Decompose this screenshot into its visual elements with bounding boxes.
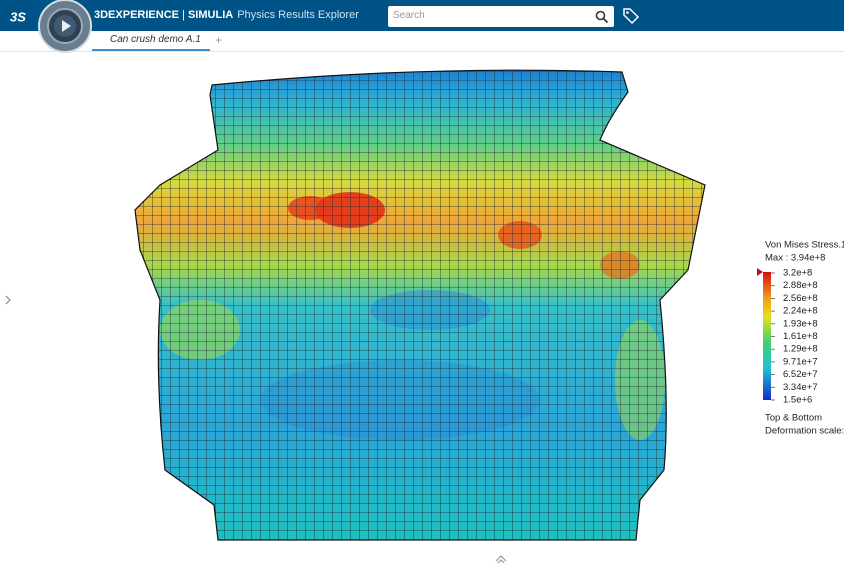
product-name: SIMULIA [187, 9, 234, 21]
tab-label: Can crush demo A.1 [110, 34, 201, 45]
brand-name: 3DEXPERIENCE [94, 9, 179, 21]
max-marker [757, 268, 763, 276]
side-panel-toggle[interactable] [5, 295, 11, 305]
separator: | [182, 9, 185, 21]
legend-label: 1.61e+8 [783, 331, 818, 342]
legend-label: 3.34e+7 [783, 382, 818, 393]
legend-label: 3.2e+8 [783, 268, 812, 279]
compass[interactable] [37, 0, 97, 56]
legend-label: 2.56e+8 [783, 293, 818, 304]
bottom-panel-toggle[interactable] [495, 555, 507, 563]
legend-labels: 3.2e+82.88e+8 2.56e+8 2.24e+81.93e+8 1.61e+… [771, 268, 818, 406]
app-name: Physics Results Explorer [237, 9, 359, 21]
can-outline [134, 69, 706, 541]
top-bar: 3S 3DEXPERIENCE | SIMULIA Physics Results… [0, 0, 844, 31]
search-icon[interactable] [595, 10, 609, 24]
legend-label: 6.52e+7 [783, 369, 818, 380]
can-model [135, 70, 705, 541]
brand: 3DEXPERIENCE | SIMULIA Physics Results Ex… [94, 9, 359, 21]
tab-bar: Can crush demo A.1 + [0, 31, 844, 52]
legend-label: 9.71e+7 [783, 356, 818, 367]
tab[interactable]: Can crush demo A.1 [92, 31, 210, 51]
legend-label: 1.5e+6 [783, 395, 812, 406]
legend-label: 1.93e+8 [783, 318, 818, 329]
search-box[interactable]: Search [388, 6, 614, 27]
legend-label: 2.88e+8 [783, 280, 818, 291]
search-placeholder: Search [393, 10, 425, 21]
legend-deformation: Deformation scale: 1 [765, 426, 844, 437]
svg-text:3S: 3S [10, 9, 26, 24]
legend-surface: Top & Bottom [765, 413, 822, 424]
ds-logo[interactable]: 3S [6, 2, 36, 30]
legend-max: Max : 3.94e+8 [765, 253, 825, 264]
tag-icon[interactable] [622, 7, 640, 25]
legend-label: 1.29e+8 [783, 344, 818, 355]
legend-label: 2.24e+8 [783, 306, 818, 317]
new-tab-button[interactable]: + [215, 33, 223, 47]
legend-title: Von Mises Stress.1 ( [765, 240, 844, 251]
color-bar [763, 272, 771, 400]
